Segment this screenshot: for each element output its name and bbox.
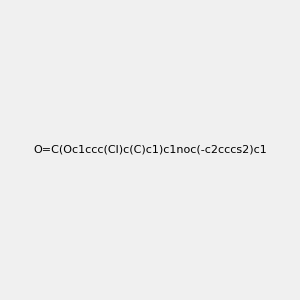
Text: O=C(Oc1ccc(Cl)c(C)c1)c1noc(-c2cccs2)c1: O=C(Oc1ccc(Cl)c(C)c1)c1noc(-c2cccs2)c1 <box>33 145 267 155</box>
